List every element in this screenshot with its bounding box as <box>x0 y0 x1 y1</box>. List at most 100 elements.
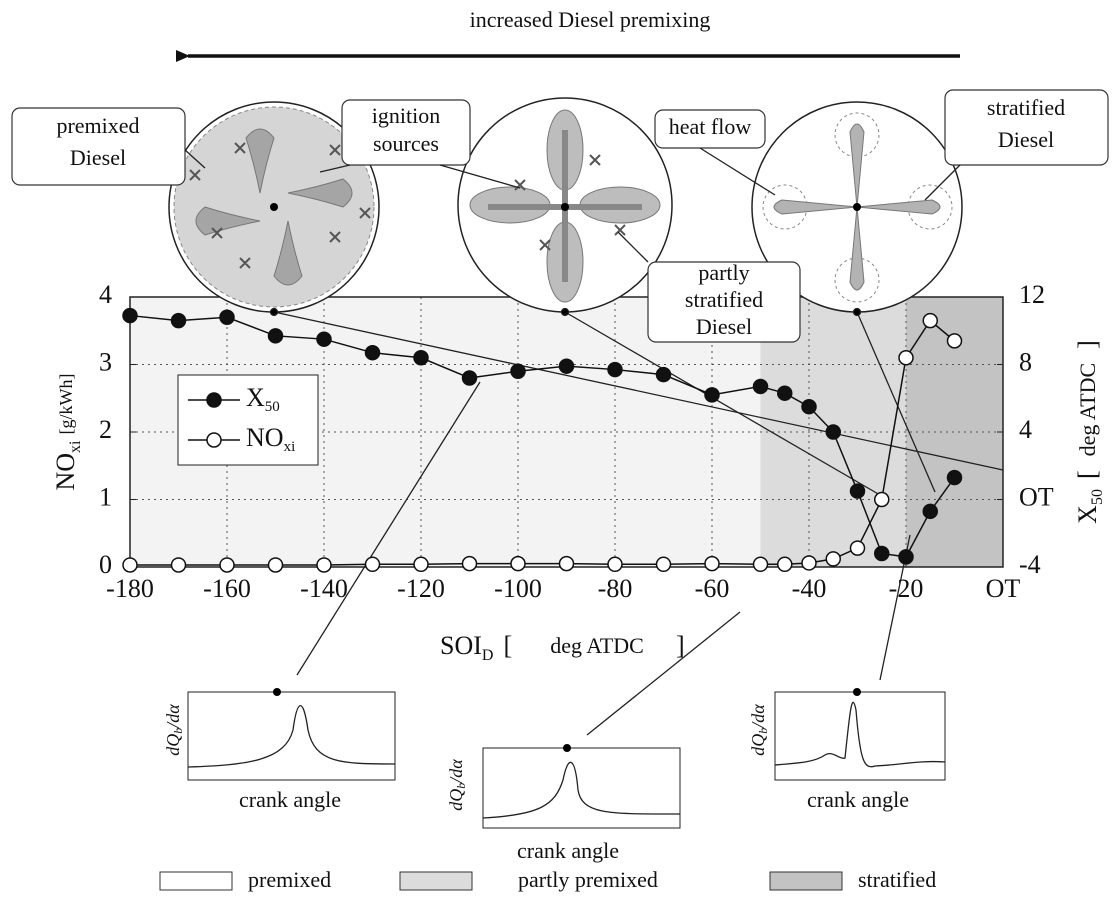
data-point <box>364 344 381 361</box>
region-legend-swatch <box>769 871 843 891</box>
y2-tick-label: 8 <box>1019 347 1032 376</box>
data-point <box>801 398 817 415</box>
y-tick-label: 3 <box>99 347 112 376</box>
data-point <box>267 328 284 344</box>
data-point <box>316 331 332 347</box>
y2-tick-label: 4 <box>1019 415 1032 444</box>
y2-label-main: X <box>1073 505 1102 524</box>
inset-ylabel-sub: b <box>454 783 468 789</box>
partly-stratified-diagram <box>457 97 673 313</box>
data-point <box>607 556 623 573</box>
region-legend: premixed partly premixed stratified <box>159 867 936 892</box>
data-point <box>558 555 575 572</box>
y-tick-label: 4 <box>99 280 112 309</box>
data-point <box>122 307 138 324</box>
inset-xlabel: crank angle <box>807 787 909 812</box>
legend-label: X50 <box>246 383 280 415</box>
x-label-main: SOI <box>440 631 482 660</box>
data-point <box>777 385 793 401</box>
inset: dQb/dα crank angle <box>748 688 946 812</box>
inset-ylabel: dQb/dα <box>163 704 185 756</box>
inset-ylabel-main: dQ <box>163 734 183 756</box>
x-tick-label: -120 <box>397 574 445 603</box>
legend: X50 NOxi <box>177 374 319 466</box>
y-axis-label: NOxi [g/kWh] <box>51 374 84 491</box>
data-point <box>825 424 841 440</box>
legend-marker <box>206 392 222 408</box>
y2-tick-label: 12 <box>1019 280 1045 309</box>
y-tick-label: 0 <box>99 550 112 579</box>
data-point <box>922 503 938 520</box>
callout: ignition sources <box>319 99 521 189</box>
data-point <box>316 557 332 573</box>
data-point <box>898 350 914 366</box>
inset: dQb/dα crank angle <box>163 688 396 812</box>
data-point <box>655 366 672 383</box>
y-label-sub: xi <box>67 440 84 453</box>
inset-ylabel-end: /dα <box>446 759 466 784</box>
callout: partly stratified Diesel <box>617 231 801 343</box>
callout-text: Diesel <box>998 127 1054 152</box>
callout-text: partly <box>698 260 749 285</box>
region-legend-label: stratified <box>858 867 936 892</box>
x-unit-box <box>527 628 668 668</box>
callout: heat flow <box>654 109 776 196</box>
y2-axis-label: X50 [deg ATDC] <box>1073 340 1106 524</box>
callout-text: stratified <box>685 287 763 312</box>
x-label-unit: deg ATDC <box>550 633 644 658</box>
data-point <box>752 556 769 573</box>
y2-label-close: ] <box>1073 340 1102 349</box>
inset-xlabel: crank angle <box>239 787 341 812</box>
x-tick-label: -80 <box>598 574 633 603</box>
y2-tick-label: -4 <box>1019 550 1041 579</box>
callout-text: ignition <box>372 103 440 128</box>
arrow-label: increased Diesel premixing <box>470 7 711 32</box>
data-point <box>801 555 817 571</box>
data-point <box>413 556 429 573</box>
data-point <box>946 333 963 349</box>
data-point <box>170 312 187 329</box>
callout: stratified Diesel <box>924 89 1109 201</box>
marks <box>122 307 963 573</box>
inset: dQb/dα crank angle <box>446 744 681 863</box>
y2-label-unit: deg ATDC <box>1075 363 1100 457</box>
inset-ylabel-sub: b <box>756 728 770 734</box>
series-line <box>130 319 955 566</box>
data-point <box>607 361 623 378</box>
y-label-unit: [g/kWh] <box>56 374 76 435</box>
y2-tick-label: OT <box>1019 482 1054 511</box>
inset-ylabel: dQb/dα <box>446 759 468 811</box>
callout-text: Diesel <box>696 314 752 339</box>
inset-ylabel-sub: b <box>171 728 185 734</box>
data-point <box>364 556 381 573</box>
x-tick-label: -20 <box>889 574 924 603</box>
x-label-sub: D <box>482 647 494 664</box>
inset-ylabel-main: dQ <box>748 734 768 756</box>
inset-ylabel-end: /dα <box>163 704 183 729</box>
data-point <box>219 557 235 573</box>
premixed-diagram <box>168 101 380 313</box>
inset-xlabel: crank angle <box>517 838 619 863</box>
data-point <box>777 556 793 573</box>
y-label-main: NO <box>51 453 80 491</box>
x-tick-label: -160 <box>203 574 251 603</box>
legend-name: X <box>246 383 265 412</box>
data-point <box>825 551 841 567</box>
inset-ylabel-end: /dα <box>748 704 768 729</box>
data-point <box>461 555 478 572</box>
data-point <box>849 540 866 556</box>
y2-label-sub: 50 <box>1089 489 1106 505</box>
data-point <box>510 555 526 572</box>
x-tick-label: OT <box>986 574 1021 603</box>
data-point <box>122 557 138 573</box>
data-point <box>752 378 769 395</box>
data-point <box>704 387 720 403</box>
data-point <box>170 557 187 573</box>
x-tick-label: -180 <box>106 574 154 603</box>
x-axis-label: SOID [ <box>440 631 512 664</box>
callout-text: heat flow <box>669 114 752 139</box>
x-label-close: ] <box>676 631 685 660</box>
legend-label: NOxi <box>246 423 295 455</box>
x-label-open: [ <box>503 631 512 660</box>
x-tick-label: -140 <box>300 574 348 603</box>
